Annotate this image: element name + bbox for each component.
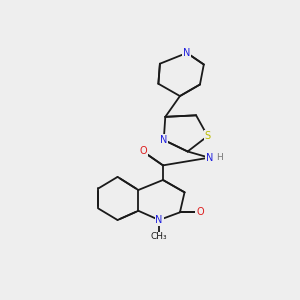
Text: O: O: [196, 207, 204, 217]
Text: N: N: [155, 215, 163, 225]
Text: CH₃: CH₃: [151, 232, 167, 242]
Text: N: N: [206, 153, 213, 163]
Text: S: S: [205, 131, 211, 141]
Text: N: N: [160, 135, 167, 145]
Text: N: N: [183, 48, 190, 58]
Text: H: H: [216, 153, 223, 162]
Text: O: O: [139, 146, 147, 157]
